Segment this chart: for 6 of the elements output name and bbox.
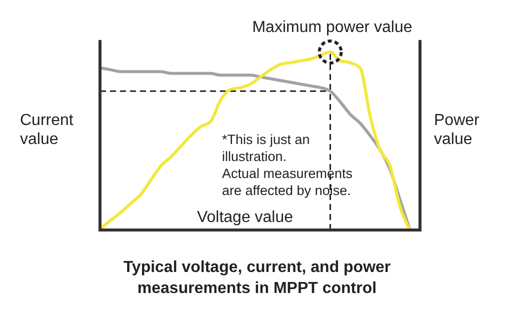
y2-axis-title: Power value — [434, 112, 480, 148]
text: Typical voltage, current, and power measurements in MPPT control — [123, 259, 391, 297]
text: Maximum power value — [252, 19, 412, 36]
x-axis-title: Voltage value — [196, 209, 294, 226]
annotation: *This is just an illustration. Actual measurements are affected by noise. — [222, 132, 353, 198]
y-axis-title: Current value — [20, 112, 74, 148]
